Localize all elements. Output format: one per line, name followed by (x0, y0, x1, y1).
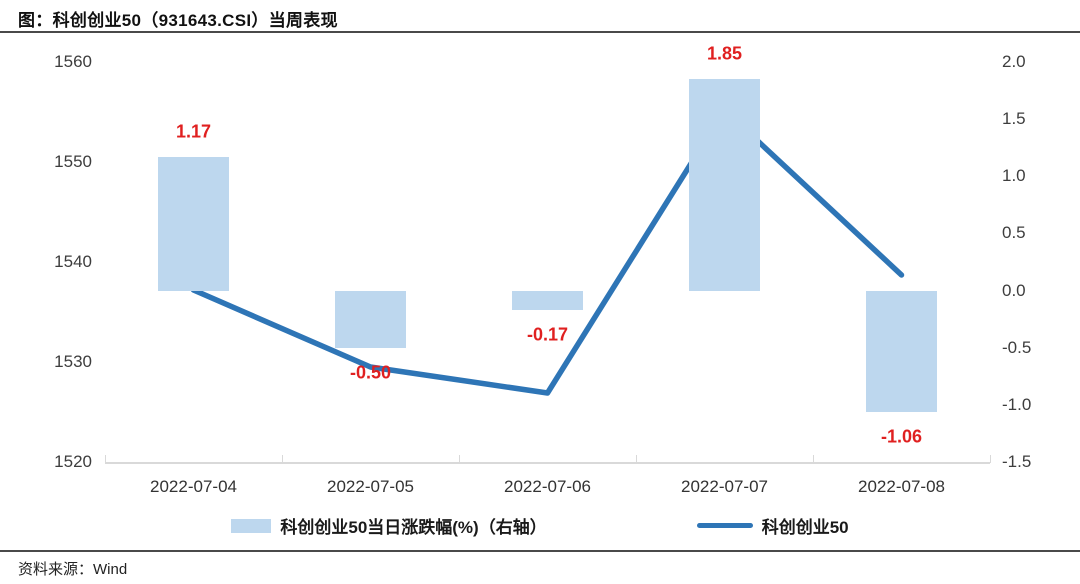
x-axis-category-label: 2022-07-06 (504, 477, 591, 496)
x-axis-category-label: 2022-07-05 (327, 477, 414, 496)
left-axis-tick-label: 1560 (54, 52, 92, 71)
bar (335, 290, 406, 348)
left-axis-tick-label: 1550 (54, 152, 92, 171)
left-axis-tick-label: 1530 (54, 352, 92, 371)
x-axis-tick (459, 455, 460, 463)
x-axis-tick (105, 455, 106, 463)
data-source-label: 资料来源：Wind (18, 561, 128, 578)
x-axis-category-label: 2022-07-07 (681, 477, 768, 496)
x-axis-category-label: 2022-07-04 (150, 477, 237, 496)
line-series-swatch-icon (696, 523, 753, 528)
legend-line-label: 科创创业50 (761, 518, 849, 537)
right-axis-tick-label: 0.0 (1002, 280, 1026, 300)
right-axis-tick-label: 1.0 (1002, 166, 1026, 186)
left-axis-tick-label: 1540 (54, 252, 92, 271)
x-axis-tick (990, 455, 991, 463)
left-axis-tick-label: 1520 (54, 452, 92, 471)
bar-value-label: -1.06 (880, 426, 923, 447)
right-axis-tick-label: 2.0 (1002, 52, 1026, 71)
right-axis-tick-label: 0.5 (1002, 223, 1026, 243)
bar-value-label: -0.50 (349, 362, 392, 383)
x-axis-tick (813, 455, 814, 463)
bar (866, 290, 937, 412)
chart-title: 图：科创创业50（931643.CSI）当周表现 (18, 11, 338, 30)
right-axis-tick-label: -0.5 (1002, 337, 1032, 357)
right-axis-tick-label: 1.5 (1002, 109, 1026, 129)
x-axis-category-label: 2022-07-08 (858, 477, 945, 496)
chart-legend: 科创创业50当日涨跌幅(%)（右轴） 科创创业50 (0, 513, 1080, 538)
bar (158, 156, 229, 291)
bar (512, 290, 583, 310)
x-axis-line (105, 462, 990, 464)
legend-item-line-series: 科创创业50 (696, 513, 849, 538)
footer-divider (0, 550, 1080, 552)
bar-value-label: -0.17 (526, 324, 569, 345)
index-line-series (190, 107, 905, 396)
title-divider (0, 31, 1080, 33)
x-axis-tick (282, 455, 283, 463)
legend-bar-label: 科创创业50当日涨跌幅(%)（右轴） (280, 518, 547, 537)
bar-value-label: 1.17 (175, 121, 212, 142)
bar-value-label: 1.85 (706, 43, 743, 64)
bar (689, 79, 760, 291)
bar-series-swatch-icon (231, 518, 272, 533)
right-axis-tick-label: -1.5 (1002, 452, 1032, 471)
right-axis-tick-label: -1.0 (1002, 394, 1032, 414)
legend-item-bar-series: 科创创业50当日涨跌幅(%)（右轴） (231, 513, 547, 538)
x-axis-tick (636, 455, 637, 463)
